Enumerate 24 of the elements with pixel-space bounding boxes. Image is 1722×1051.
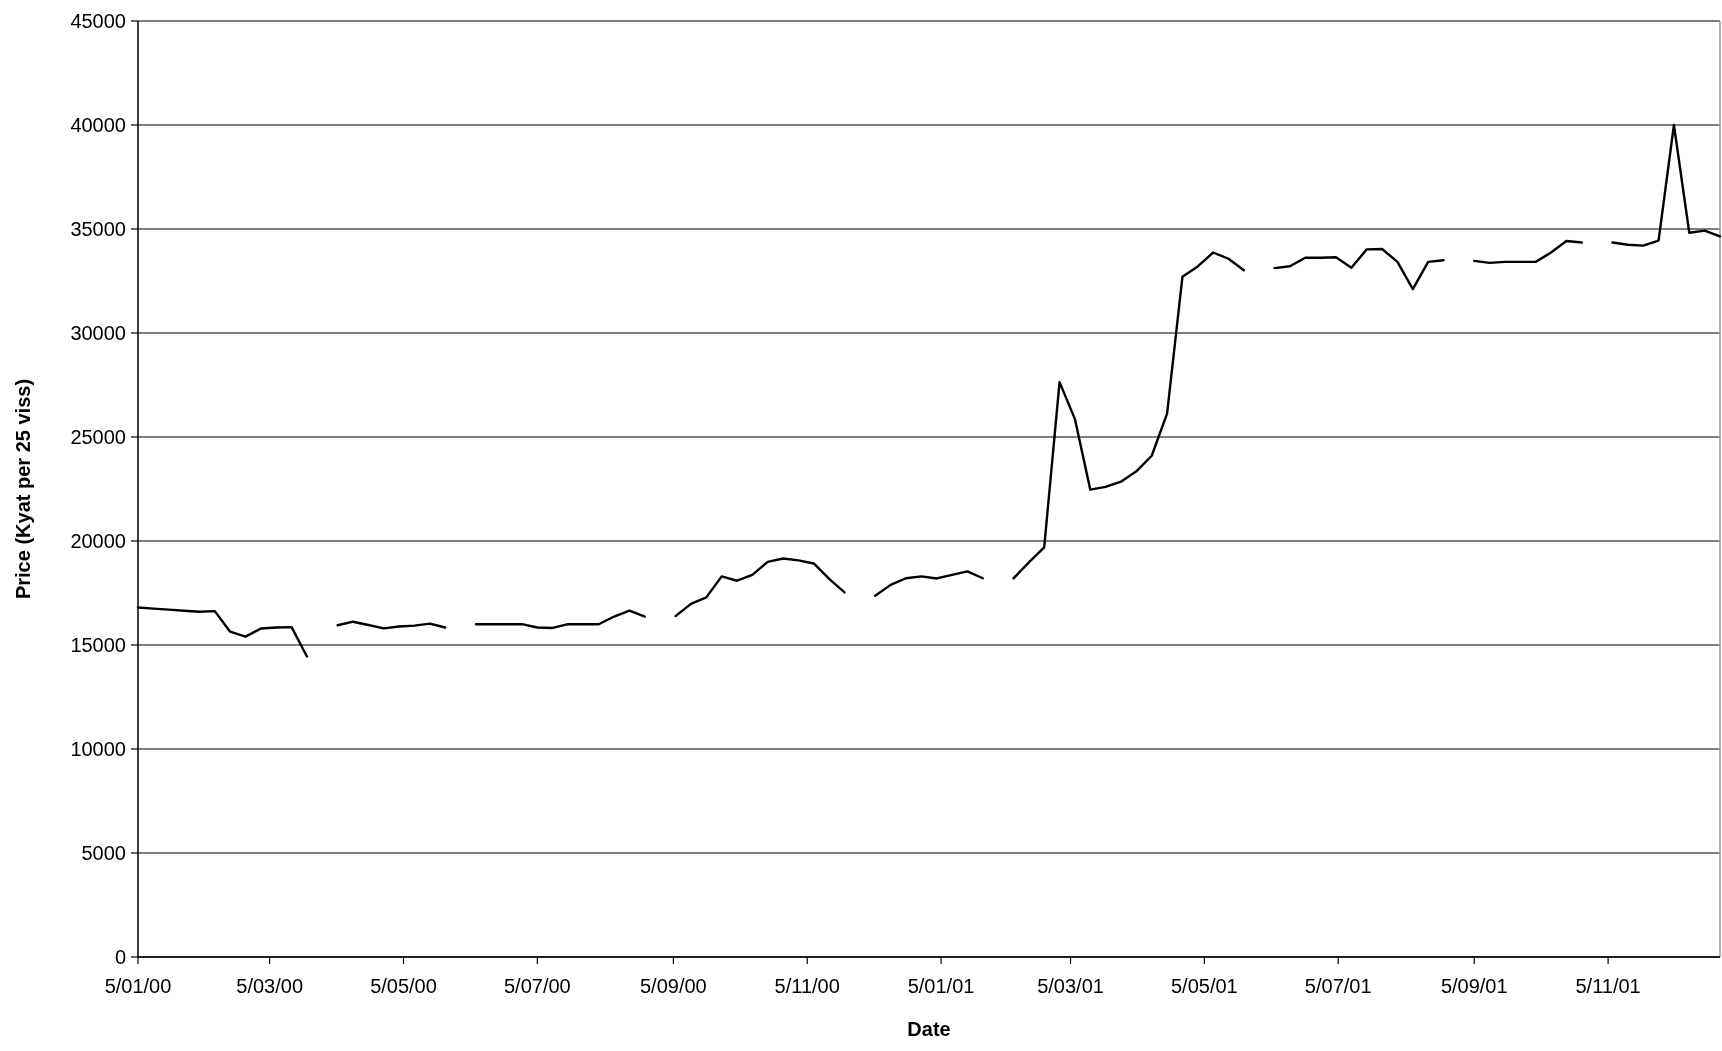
y-tick-label: 20000: [70, 530, 126, 552]
x-tick-label: 5/07/00: [503, 975, 571, 997]
x-tick-label: 5/11/00: [774, 975, 840, 997]
x-tick-label: 5/09/00: [640, 975, 707, 997]
y-tick-label: 40000: [70, 114, 126, 136]
x-tick-label: 5/01/01: [907, 975, 975, 997]
x-tick-label: 5/09/01: [1440, 975, 1508, 997]
y-tick-label: 30000: [70, 322, 126, 344]
x-tick-label: 5/01/00: [104, 975, 172, 997]
x-tick-label: 5/05/00: [370, 975, 437, 997]
x-tick-label: 5/03/01: [1037, 975, 1104, 997]
x-axis-title: Date: [907, 1018, 951, 1040]
y-tick-label: 35000: [70, 218, 126, 240]
y-tick-label: 5000: [81, 842, 126, 864]
y-tick-label: 0: [114, 946, 126, 968]
x-tick-label: 5/07/01: [1304, 975, 1372, 997]
y-tick-label: 25000: [70, 426, 126, 448]
y-tick-label: 45000: [70, 10, 126, 32]
y-axis-title: Price (Kyat per 25 viss): [12, 378, 34, 600]
y-tick-label: 15000: [70, 634, 126, 656]
x-tick-label: 5/05/01: [1171, 975, 1238, 997]
y-tick-label: 10000: [70, 738, 126, 760]
x-tick-label: 5/03/00: [236, 975, 304, 997]
x-tick-label: 5/11/01: [1575, 975, 1641, 997]
